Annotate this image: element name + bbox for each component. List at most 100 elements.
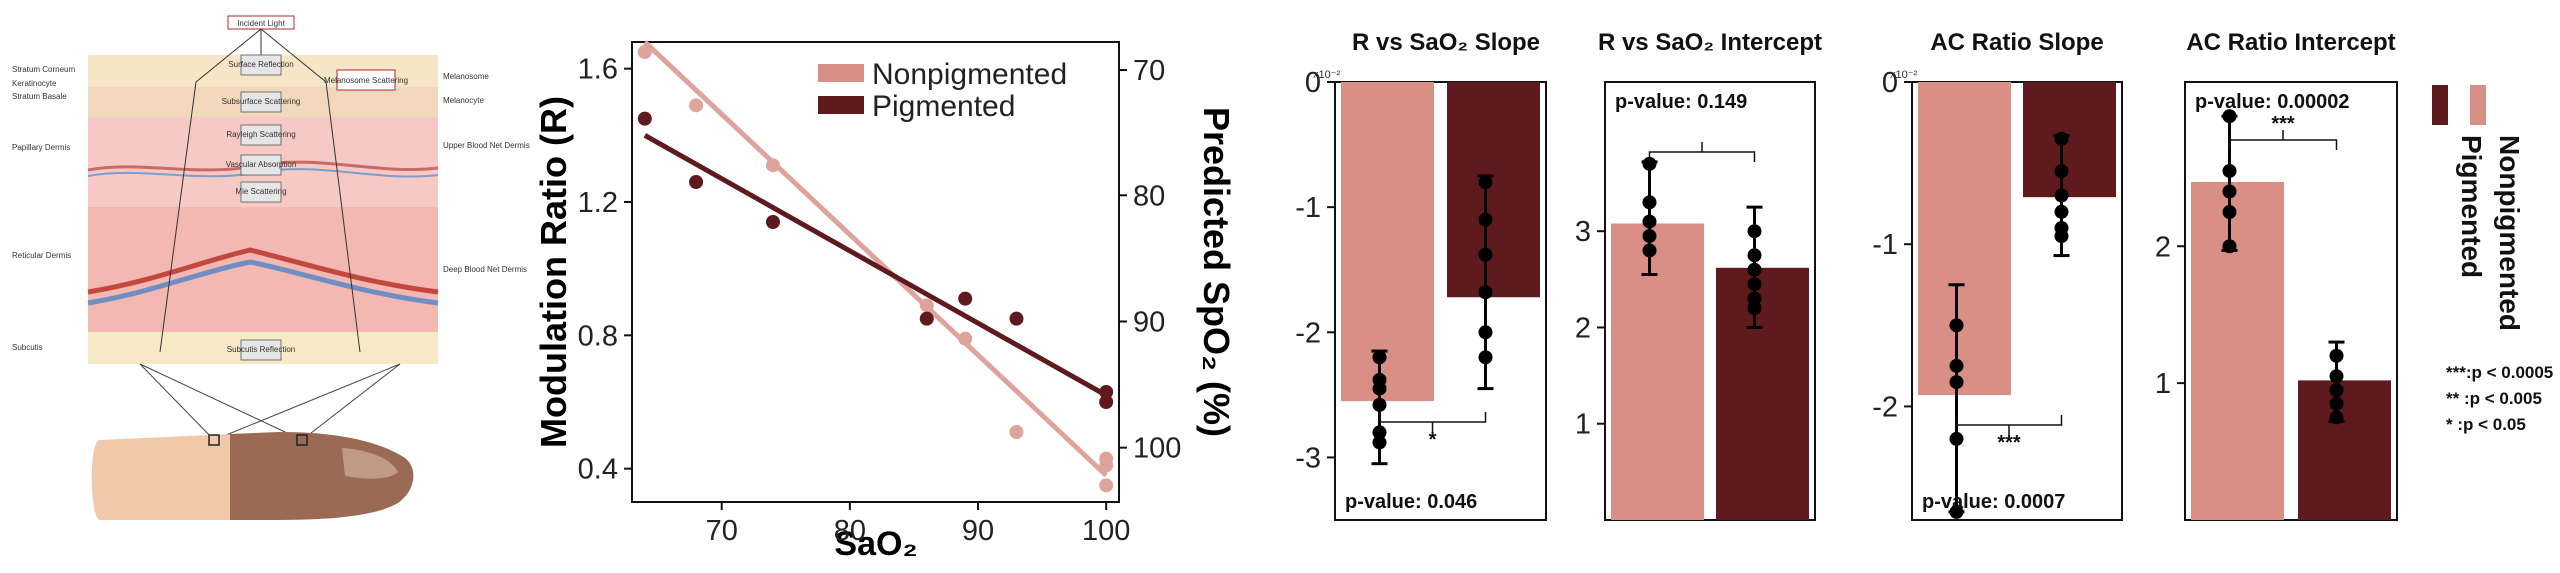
scatter-y2-tick-label: 70	[1133, 55, 1165, 87]
scatter-frame	[631, 41, 1120, 503]
incident-ray-left	[195, 28, 262, 83]
bar-y-tick-label: -3	[1295, 442, 1321, 474]
significance-stars: ***	[2271, 113, 2295, 135]
bar-nonpigmented	[1341, 82, 1434, 402]
scatter-path-right	[325, 81, 361, 353]
scatter-marks	[637, 40, 1114, 493]
replicate-point	[1372, 425, 1387, 440]
replicate-point	[1747, 301, 1762, 316]
incident-ray-right	[260, 28, 327, 83]
data-point-pigmented	[1009, 311, 1024, 326]
bar-panel-title: R vs SaO₂ Intercept	[1598, 29, 1822, 56]
significance-stars: *	[1429, 429, 1437, 451]
replicate-point	[1642, 214, 1657, 229]
right-legend-label-nonpigmented: Nonpigmented	[2494, 135, 2525, 331]
data-point-nonpigmented	[1099, 478, 1114, 493]
bar-y-tick-label: 0	[1882, 67, 1898, 99]
fit-line-nonpigmented	[643, 40, 1108, 478]
scatter-y-tick-label: 1.2	[578, 187, 618, 219]
bar-panel-title: R vs SaO₂ Slope	[1352, 29, 1540, 56]
data-point-nonpigmented	[765, 158, 780, 173]
bar-y-tick-label: 3	[1575, 216, 1591, 248]
replicate-point	[1372, 435, 1387, 450]
replicate-point	[2054, 204, 2069, 219]
significance-bracket	[1378, 412, 1487, 423]
bar-y-tick-label: -2	[1872, 391, 1898, 423]
replicate-point	[1747, 277, 1762, 292]
replicate-point	[2329, 348, 2344, 363]
bar-panel-frame	[1911, 81, 2123, 521]
bar-pigmented	[2298, 380, 2391, 520]
replicate-point	[2329, 396, 2344, 411]
significance-bracket	[1648, 151, 1756, 162]
data-point-nonpigmented	[958, 331, 973, 346]
significance-bracket	[1955, 415, 2063, 426]
scatter-y2-tick-label: 80	[1133, 180, 1165, 212]
deep-blood-net-label: Deep Blood Net Dermis	[443, 265, 527, 274]
bar-pigmented	[1716, 267, 1809, 520]
right-legend: Nonpigmented Pigmented ***:p < 0.0005 **…	[2432, 85, 2553, 434]
scatter-y2-tick-label: 100	[1133, 433, 1181, 465]
left-layer-labels: Stratum Corneum Keratinocyte Stratum Bas…	[12, 65, 75, 352]
legend-label-pigmented: Pigmented	[872, 90, 1015, 123]
papillary-dermis-label: Papillary Dermis	[12, 143, 70, 152]
replicate-point	[1747, 224, 1762, 239]
replicate-point	[2054, 188, 2069, 203]
replicate-point	[1478, 212, 1493, 227]
upper-blood-net-label: Upper Blood Net Dermis	[443, 141, 530, 150]
replicate-point	[2222, 239, 2237, 254]
replicate-point	[2329, 369, 2344, 384]
rayleigh-scattering-label: Rayleigh Scattering	[226, 130, 295, 139]
bar-panel-4: AC Ratio Intercept 1 2 ***p-value: 0.00002	[2155, 29, 2398, 521]
zoom-line-2	[213, 363, 401, 441]
replicate-point	[2054, 229, 2069, 244]
reticular-dermis-layer	[88, 207, 438, 332]
replicate-point	[1478, 247, 1493, 262]
stratum-basale-label: Stratum Basale	[12, 92, 67, 101]
bar-panel-frame	[1334, 81, 1547, 521]
right-legend-swatch-nonpigmented	[2470, 85, 2486, 125]
right-layer-labels: Melanosome Melanocyte Upper Blood Net De…	[443, 72, 530, 274]
data-point-pigmented	[1099, 395, 1114, 409]
replicate-point	[1372, 397, 1387, 412]
replicate-point	[2054, 131, 2069, 146]
data-point-nonpigmented	[689, 98, 704, 113]
replicate-point	[1478, 285, 1493, 300]
zoom-line-4	[301, 363, 401, 441]
replicate-point	[1478, 350, 1493, 365]
scatter-x-tick-label: 90	[962, 515, 994, 547]
data-point-pigmented	[919, 311, 934, 326]
replicate-point	[2222, 205, 2237, 220]
melanosome-label: Melanosome	[443, 72, 489, 81]
finger-illustration	[91, 432, 414, 520]
replicate-point	[1372, 381, 1387, 396]
replicate-point	[1949, 375, 1964, 390]
scatter-x-axis-label: SaO₂	[834, 525, 917, 563]
bar-panel-title: AC Ratio Intercept	[2186, 29, 2395, 56]
replicate-point	[1949, 431, 1964, 446]
bar-nonpigmented	[2191, 181, 2284, 520]
replicate-point	[2222, 184, 2237, 199]
p-value-label: p-value: 0.00002	[2195, 91, 2350, 113]
replicate-point	[1747, 262, 1762, 277]
reticular-dermis-label: Reticular Dermis	[12, 251, 71, 260]
bar-y-tick-label: 1	[2155, 368, 2171, 400]
data-point-nonpigmented	[1099, 458, 1114, 473]
bar-panel-1: R vs SaO₂ Slope x10⁻²0 -1 -2 -3 * p-value: 0.0…	[1295, 29, 1547, 521]
replicate-point	[1372, 350, 1387, 365]
replicate-point	[2054, 164, 2069, 179]
replicate-point	[1642, 195, 1657, 210]
sig-note-2: ** :p < 0.005	[2446, 389, 2542, 408]
right-legend-swatch-pigmented	[2432, 85, 2448, 125]
zoom-line-3	[139, 363, 303, 441]
data-point-nonpigmented	[1009, 425, 1024, 439]
significance-stars: ***	[1997, 432, 2021, 454]
data-point-nonpigmented	[637, 45, 652, 59]
right-legend-label-pigmented: Pigmented	[2456, 135, 2487, 278]
bar-panel-3: AC Ratio Slope x10⁻²0 -1 -2 *** p-value: 0.00…	[1872, 29, 2123, 521]
replicate-point	[2222, 109, 2237, 124]
bar-y-tick-label: 1	[1575, 409, 1591, 441]
deep-vein	[87, 259, 439, 306]
